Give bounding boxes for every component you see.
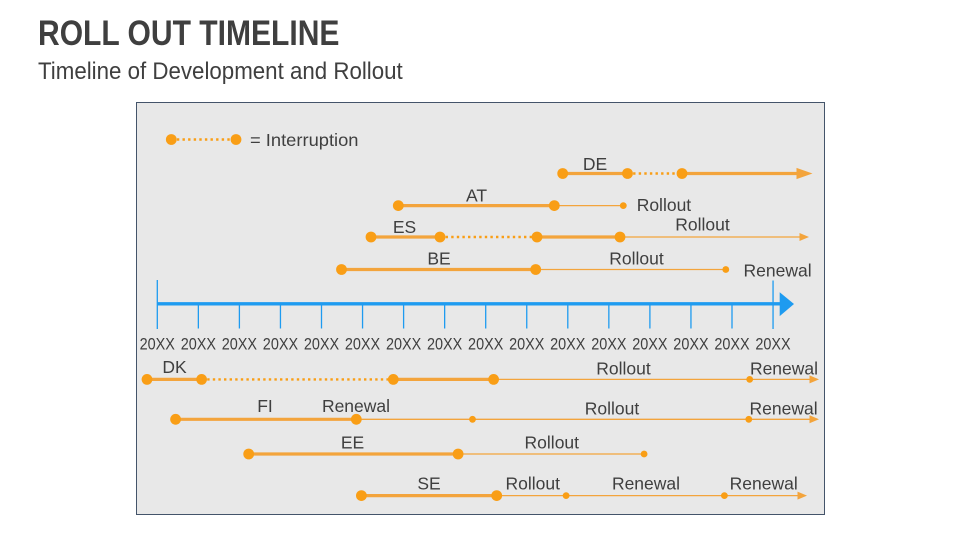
svg-text:20XX: 20XX: [181, 336, 216, 354]
svg-text:Rollout: Rollout: [525, 432, 580, 452]
svg-text:20XX: 20XX: [550, 336, 585, 354]
svg-text:AT: AT: [466, 186, 487, 206]
svg-text:Rollout: Rollout: [637, 195, 692, 215]
svg-text:ES: ES: [393, 217, 416, 237]
svg-text:20XX: 20XX: [755, 336, 790, 354]
svg-text:20XX: 20XX: [632, 336, 667, 354]
svg-text:Renewal: Renewal: [750, 398, 818, 418]
svg-text:20XX: 20XX: [509, 336, 544, 354]
svg-text:20XX: 20XX: [714, 336, 749, 354]
svg-text:20XX: 20XX: [263, 336, 298, 354]
svg-text:BE: BE: [427, 249, 450, 269]
svg-text:20XX: 20XX: [673, 336, 708, 354]
svg-text:Renewal: Renewal: [612, 473, 680, 493]
svg-text:Rollout: Rollout: [585, 398, 640, 418]
svg-text:Rollout: Rollout: [596, 359, 651, 379]
svg-text:Renewal: Renewal: [750, 359, 818, 379]
svg-text:Renewal: Renewal: [744, 261, 812, 281]
svg-text:20XX: 20XX: [140, 336, 175, 354]
svg-text:SE: SE: [417, 473, 440, 493]
svg-text:20XX: 20XX: [427, 336, 462, 354]
svg-text:Rollout: Rollout: [609, 249, 664, 269]
svg-text:20XX: 20XX: [304, 336, 339, 354]
svg-text:= Interruption: = Interruption: [250, 130, 359, 150]
svg-text:20XX: 20XX: [345, 336, 380, 354]
svg-text:DE: DE: [583, 154, 607, 174]
svg-text:Renewal: Renewal: [730, 473, 798, 493]
svg-text:Renewal: Renewal: [322, 396, 390, 416]
svg-text:Rollout: Rollout: [505, 473, 560, 493]
svg-text:DK: DK: [162, 357, 187, 377]
svg-text:20XX: 20XX: [222, 336, 257, 354]
svg-text:EE: EE: [341, 432, 364, 452]
svg-text:20XX: 20XX: [386, 336, 421, 354]
svg-text:FI: FI: [257, 396, 273, 416]
svg-text:Rollout: Rollout: [675, 215, 730, 235]
svg-text:20XX: 20XX: [468, 336, 503, 354]
svg-text:20XX: 20XX: [591, 336, 626, 354]
